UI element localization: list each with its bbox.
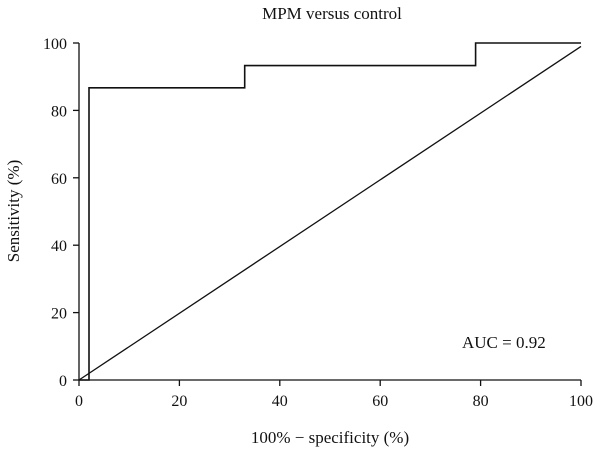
x-tick-label: 0: [75, 393, 83, 410]
y-axis-title: Sensitivity (%): [4, 160, 23, 262]
y-ticks: 0 20 40 60 80 100: [43, 36, 79, 390]
x-tick-label: 40: [272, 393, 288, 410]
series-layer: [78, 42, 582, 381]
axes: [78, 43, 581, 381]
y-tick-label: 80: [51, 103, 67, 120]
roc-curve-line: [79, 42, 581, 381]
x-ticks: 0 20 40 60 80 100: [75, 380, 593, 410]
y-tick-label: 0: [59, 373, 67, 390]
x-tick-label: 60: [372, 393, 388, 410]
y-tick-label: 40: [51, 238, 67, 255]
y-tick-label: 60: [51, 171, 67, 188]
x-tick-label: 100: [569, 393, 593, 410]
chart-title: MPM versus control: [262, 4, 402, 23]
x-tick-label: 80: [473, 393, 489, 410]
auc-annotation: AUC = 0.92: [462, 333, 546, 352]
reference-diagonal-line: [78, 45, 582, 381]
x-tick-label: 20: [171, 393, 187, 410]
x-axis-title: 100% − specificity (%): [251, 428, 409, 447]
y-tick-label: 100: [43, 36, 67, 53]
y-tick-label: 20: [51, 306, 67, 323]
